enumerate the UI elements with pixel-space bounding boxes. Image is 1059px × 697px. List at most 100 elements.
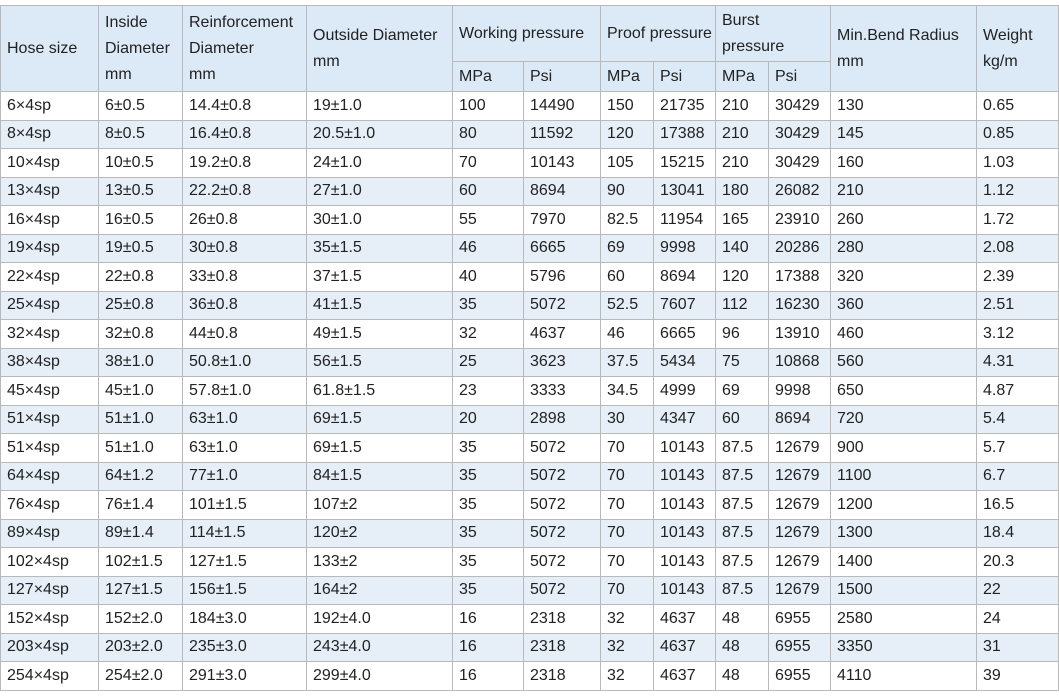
table-cell: 64±1.2: [98, 461, 183, 491]
table-cell: 107±2: [306, 490, 453, 520]
table-cell: 4637: [653, 604, 716, 634]
table-cell: 75: [715, 347, 769, 377]
table-cell: 4637: [653, 661, 716, 691]
table-body: 6×4sp 6±0.5 14.4±0.8 19±1.0 100 14490 150 21735…: [0, 91, 1059, 691]
table-cell: 46: [452, 233, 524, 263]
table-cell: 4.87: [976, 376, 1059, 406]
table-cell: 5072: [523, 490, 601, 520]
table-cell: 1100: [830, 461, 977, 491]
table-cell: 105: [600, 148, 654, 178]
table-cell: 52.5: [600, 290, 654, 320]
table-cell: 77±1.0: [182, 461, 307, 491]
table-cell: 35: [452, 575, 524, 605]
header-row: MPa Psi MPa Psi MPa Psi: [1, 61, 1059, 92]
table-cell: 10143: [653, 461, 716, 491]
table-cell: 41±1.5: [306, 290, 453, 320]
table-cell: 145: [830, 119, 977, 149]
table-cell: 19×4sp: [0, 233, 99, 263]
table-cell: 23910: [768, 205, 831, 235]
header-row: Hose size Inside Diameter mm Reinforcement…: [0, 5, 1059, 92]
table-cell: 260: [830, 205, 977, 235]
table-cell: 5072: [523, 290, 601, 320]
table-row: 51×4sp 51±1.0 63±1.0 69±1.5 20 2898 30 4347 60 86…: [0, 404, 1059, 434]
table-cell: 30±1.0: [306, 205, 453, 235]
table-row: 152×4sp 152±2.0 184±3.0 192±4.0 16 2318 32 4637…: [0, 604, 1059, 634]
table-cell: 64×4sp: [0, 461, 99, 491]
table-cell: 32: [452, 319, 524, 349]
table-cell: 16: [452, 604, 524, 634]
table-cell: 8694: [653, 262, 716, 292]
table-cell: 112: [715, 290, 769, 320]
table-cell: 87.5: [715, 547, 769, 577]
table-cell: 20286: [768, 233, 831, 263]
table-cell: 3623: [523, 347, 601, 377]
header-cell: Hose size: [0, 5, 99, 92]
table-cell: 8×4sp: [0, 119, 99, 149]
table-cell: 203±2.0: [98, 632, 183, 662]
table-cell: 45×4sp: [0, 376, 99, 406]
table-cell: 30429: [768, 119, 831, 149]
table-cell: 37±1.5: [306, 262, 453, 292]
table-cell: 291±3.0: [182, 661, 307, 691]
table-cell: 100: [452, 91, 524, 121]
table-cell: 6955: [768, 604, 831, 634]
table-cell: 10143: [653, 433, 716, 463]
table-cell: 10143: [653, 547, 716, 577]
table-cell: 16×4sp: [0, 205, 99, 235]
table-cell: 114±1.5: [182, 518, 307, 548]
table-cell: 120: [600, 119, 654, 149]
table-cell: 70: [600, 575, 654, 605]
table-row: 16×4sp 16±0.5 26±0.8 30±1.0 55 7970 82.5 11954 1…: [0, 205, 1059, 235]
table-cell: 13910: [768, 319, 831, 349]
table-cell: 40: [452, 262, 524, 292]
table-cell: 36±0.8: [182, 290, 307, 320]
table-cell: 69: [600, 233, 654, 263]
table-cell: 1500: [830, 575, 977, 605]
table-cell: 63±1.0: [182, 433, 307, 463]
table-row: 6×4sp 6±0.5 14.4±0.8 19±1.0 100 14490 150 21735…: [0, 91, 1059, 121]
table-cell: 130: [830, 91, 977, 121]
table-cell: 32: [600, 661, 654, 691]
table-cell: 13×4sp: [0, 176, 99, 206]
header-cell: Outside Diameter mm: [306, 5, 453, 92]
table-cell: 2318: [523, 661, 601, 691]
table-cell: 127±1.5: [98, 575, 183, 605]
table-cell: 60: [452, 176, 524, 206]
table-cell: 44±0.8: [182, 319, 307, 349]
table-cell: 80: [452, 119, 524, 149]
table-cell: 56±1.5: [306, 347, 453, 377]
table-cell: 560: [830, 347, 977, 377]
page: Hose size Inside Diameter mm Reinforcement…: [0, 5, 1059, 697]
table-cell: 5.7: [976, 433, 1059, 463]
table-cell: 2318: [523, 604, 601, 634]
table-cell: 35±1.5: [306, 233, 453, 263]
table-row: 19×4sp 19±0.5 30±0.8 35±1.5 46 6665 69 9998 140 2…: [0, 233, 1059, 263]
table-row: 254×4sp 254±2.0 291±3.0 299±4.0 16 2318 32 4637…: [0, 661, 1059, 691]
table-cell: 6955: [768, 632, 831, 662]
table-cell: 10×4sp: [0, 148, 99, 178]
table-cell: 11592: [523, 119, 601, 149]
table-cell: 35: [452, 490, 524, 520]
table-cell: 35: [452, 290, 524, 320]
table-cell: 4637: [523, 319, 601, 349]
table-cell: 152×4sp: [0, 604, 99, 634]
table-cell: 4347: [653, 404, 716, 434]
table-cell: 5434: [653, 347, 716, 377]
table-cell: 49±1.5: [306, 319, 453, 349]
table-cell: 6665: [523, 233, 601, 263]
table-cell: 210: [715, 119, 769, 149]
table-cell: 10143: [653, 490, 716, 520]
table-cell: 160: [830, 148, 977, 178]
table-cell: 10±0.5: [98, 148, 183, 178]
table-cell: 320: [830, 262, 977, 292]
table-cell: 0.65: [976, 91, 1059, 121]
table-cell: 8±0.5: [98, 119, 183, 149]
header-unit-cell: MPa: [715, 61, 769, 92]
table-row: 32×4sp 32±0.8 44±0.8 49±1.5 32 4637 46 6665 96 13…: [0, 319, 1059, 349]
table-cell: 70: [600, 433, 654, 463]
table-cell: 70: [600, 547, 654, 577]
table-cell: 35: [452, 461, 524, 491]
table-cell: 26±0.8: [182, 205, 307, 235]
table-cell: 102×4sp: [0, 547, 99, 577]
table-cell: 5072: [523, 518, 601, 548]
